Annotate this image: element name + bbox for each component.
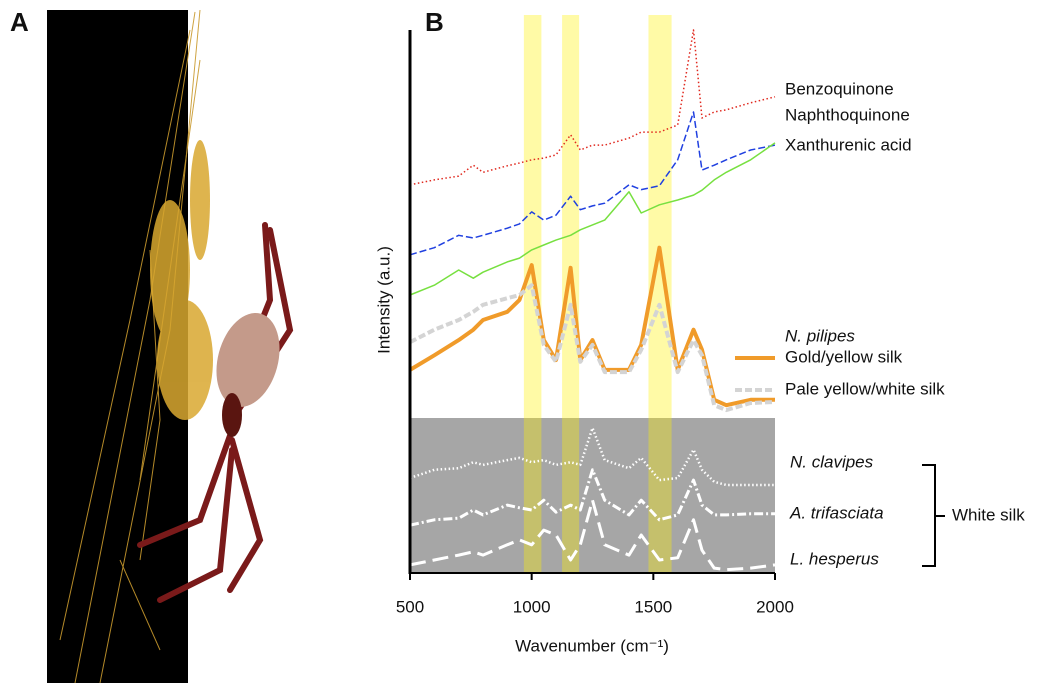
x-tick-label: 1000 [513, 597, 551, 616]
x-tick-label: 2000 [756, 597, 794, 616]
spectrum-line [409, 111, 776, 256]
spectrum-line [409, 468, 775, 527]
white-silk-region [410, 418, 775, 573]
series-label: L. hesperus [790, 549, 879, 568]
spectrum-line [408, 245, 775, 408]
series-label: A. trifasciata [789, 503, 884, 522]
spectrum-line [409, 29, 776, 186]
y-axis-label: Intensity (a.u.) [374, 246, 393, 354]
x-axis-label: Wavenumber (cm⁻¹) [515, 636, 669, 655]
legend-label: Pale yellow/white silk [785, 379, 945, 398]
bracket-label: White silk [952, 505, 1025, 524]
legend-label: Gold/yellow silk [785, 347, 903, 366]
series-label: Xanthurenic acid [785, 135, 912, 154]
legend-title: N. pilipes [785, 326, 855, 345]
x-tick-label: 1500 [634, 597, 672, 616]
panel-label: A [10, 7, 29, 37]
spider-photo [47, 9, 294, 684]
bracket [922, 464, 945, 567]
series-label: Naphthoquinone [785, 105, 910, 124]
spectrum-line [409, 283, 776, 413]
x-tick-label: 500 [396, 597, 424, 616]
panel-label: B [425, 7, 444, 37]
series-label: Benzoquinone [785, 79, 894, 98]
highlight-band [562, 15, 580, 573]
highlight-band [648, 15, 672, 573]
spectrum-line [409, 142, 776, 296]
series-label: N. clavipes [790, 452, 874, 471]
spectrum-line [409, 498, 776, 572]
